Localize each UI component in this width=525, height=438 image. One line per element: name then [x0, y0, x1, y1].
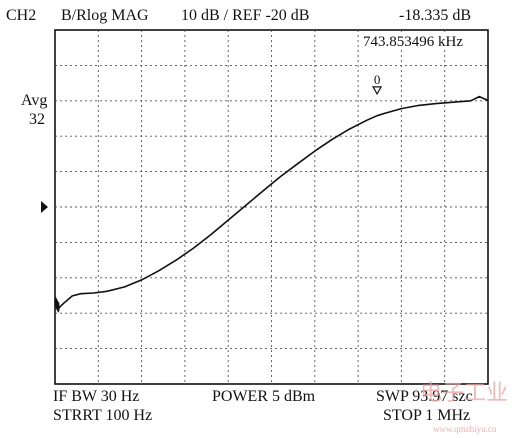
graticule — [55, 30, 488, 384]
watermark-url: www.qmzhiyu.cn — [433, 424, 497, 434]
marker-value: -18.335 dB — [399, 7, 471, 24]
channel-indicator: CH2 — [6, 7, 37, 24]
marker-triangle-icon — [372, 86, 383, 96]
measurement-trace — [54, 95, 489, 309]
start-frequency: STRRT 100 Hz — [53, 407, 153, 424]
marker-label: 0 — [374, 72, 381, 87]
format-prefix: B/R — [61, 7, 87, 24]
stop-frequency: STOP 1 MHz — [383, 407, 471, 424]
avg-label: Avg — [21, 92, 48, 109]
marker-frequency: 743.853496 kHz — [361, 34, 465, 50]
avg-count: 32 — [29, 111, 45, 128]
if-bandwidth: IF BW 30 Hz — [53, 388, 140, 405]
trace-noise — [54, 296, 60, 313]
scale-reference: 10 dB / REF -20 dB — [181, 7, 310, 24]
source-power: POWER 5 dBm — [212, 388, 316, 405]
watermark-logo: 电子工业 — [420, 380, 509, 405]
trace-layer: 0 — [54, 72, 489, 313]
reference-pointer-icon — [41, 201, 48, 213]
format-label: B/Rlog MAG — [61, 8, 149, 24]
sweep-time: SWP 93.97 szc — [376, 388, 473, 405]
format-suffix: log MAG — [86, 7, 149, 24]
